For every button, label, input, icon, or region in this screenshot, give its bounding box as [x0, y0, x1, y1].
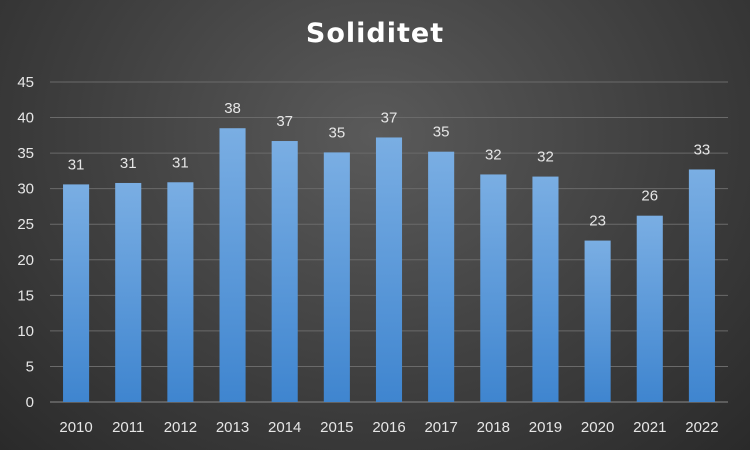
bar-2010 — [63, 184, 90, 402]
bar-2022 — [688, 169, 715, 402]
y-tick-label: 20 — [17, 252, 34, 269]
x-tick-label: 2015 — [320, 419, 353, 436]
x-tick-label: 2013 — [216, 419, 249, 436]
bar-2016 — [375, 137, 403, 402]
data-label-2022: 33 — [694, 141, 711, 158]
x-tick-label: 2014 — [268, 419, 301, 436]
data-label-2021: 26 — [641, 188, 658, 205]
x-tick-label: 2017 — [424, 419, 457, 436]
data-label-2013: 38 — [224, 100, 241, 117]
data-label-2011: 31 — [120, 155, 137, 172]
data-label-2019: 32 — [537, 149, 554, 166]
data-label-2014: 37 — [276, 113, 293, 130]
bar-2013 — [219, 128, 246, 402]
x-tick-label: 2016 — [372, 419, 405, 436]
bar-2011 — [115, 182, 142, 402]
bar-2015 — [323, 152, 350, 402]
x-tick-label: 2018 — [477, 419, 510, 436]
x-tick-label: 2012 — [164, 419, 197, 436]
y-tick-label: 10 — [17, 323, 34, 340]
data-label-2018: 32 — [485, 146, 502, 163]
bar-2014 — [271, 141, 298, 402]
bar-2019 — [532, 176, 559, 402]
y-tick-label: 25 — [17, 216, 34, 233]
data-label-2012: 31 — [172, 154, 189, 171]
bars — [63, 128, 715, 402]
chart-title: Soliditet — [305, 18, 445, 49]
x-tick-label: 2020 — [581, 419, 614, 436]
data-labels: 31 31 31 38 37 35 37 35 32 32 23 26 33 — [68, 100, 711, 229]
y-tick-label: 0 — [26, 394, 34, 411]
data-label-2015: 35 — [329, 124, 346, 141]
y-tick-label: 45 — [17, 74, 34, 91]
x-tick-label: 2011 — [112, 419, 144, 436]
y-tick-label: 40 — [17, 110, 34, 127]
y-tick-label: 5 — [26, 358, 34, 375]
data-label-2020: 23 — [589, 213, 606, 230]
x-tick-label: 2010 — [59, 419, 92, 436]
data-label-2017: 35 — [433, 124, 450, 141]
y-tick-label: 15 — [17, 287, 34, 304]
data-label-2010: 31 — [68, 156, 85, 173]
bar-2012 — [167, 182, 194, 402]
bar-2021 — [636, 215, 663, 402]
x-tick-label: 2021 — [633, 419, 666, 436]
data-label-2016: 37 — [381, 109, 398, 126]
axes: 0 5 10 15 20 25 30 35 40 45 2010 2011 2012 2013 2014 20… — [17, 74, 718, 436]
bar-2018 — [480, 174, 507, 402]
x-tick-label: 2019 — [529, 419, 562, 436]
x-tick-label: 2022 — [685, 419, 718, 436]
bar-2020 — [584, 240, 611, 402]
y-tick-label: 30 — [17, 181, 34, 198]
y-tick-label: 35 — [17, 145, 34, 162]
bar-2017 — [428, 151, 455, 402]
